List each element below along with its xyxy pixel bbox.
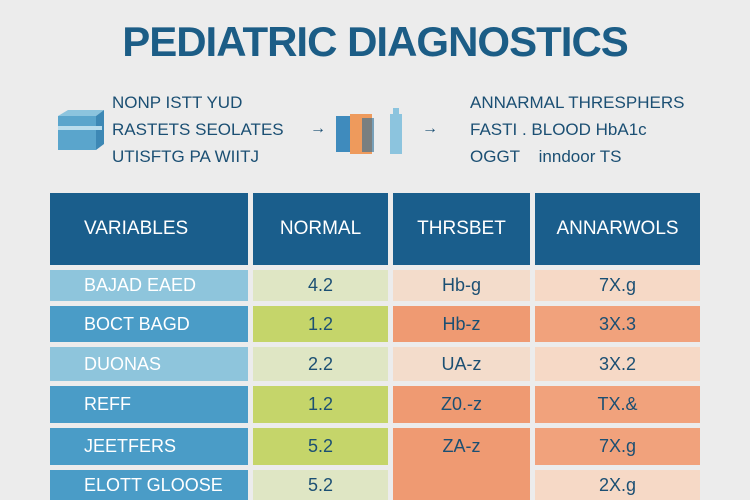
row-normal: 1.2	[253, 306, 388, 342]
row-normal: 4.2	[253, 270, 388, 301]
row-variable: REFF	[50, 386, 248, 423]
row-normal: 2.2	[253, 347, 388, 381]
row-abnormal: 7X.g	[535, 270, 700, 301]
row-variable: BOCT BAGD	[50, 306, 248, 342]
right-text-line: ANNARMAL THRESPHERS	[470, 93, 685, 112]
row-threshold: Hb-z	[393, 306, 530, 342]
right-text-line: FASTI . BLOOD HbA1c	[470, 120, 647, 139]
left-text-line: UTISFTG PA WIITJ	[112, 147, 260, 166]
row-abnormal: 3X.3	[535, 306, 700, 342]
left-text-line: RASTETS SEOLATES	[112, 120, 284, 139]
header-normal: NORMAL	[253, 193, 388, 265]
lab-samples-icon	[336, 108, 402, 154]
row-abnormal: 2X.g	[535, 470, 700, 500]
row-threshold: UA-z	[393, 347, 530, 381]
page-title: PEDIATRIC DIAGNOSTICS	[122, 18, 629, 65]
row-threshold: ZA-z	[393, 428, 530, 500]
row-normal: 5.2	[253, 428, 388, 465]
arrow-icon: →	[422, 120, 438, 137]
row-variable: BAJAD EAED	[50, 270, 248, 301]
row-normal: 5.2	[253, 470, 388, 500]
row-abnormal: 3X.2	[535, 347, 700, 381]
right-text-line: OGGT inndoor TS	[470, 147, 622, 166]
row-variable: DUONAS	[50, 347, 248, 381]
box-icon	[58, 110, 104, 150]
arrow-icon: →	[310, 120, 326, 137]
row-variable: ELOTT GLOOSE	[50, 470, 248, 500]
header-threshold: THRSBET	[393, 193, 530, 265]
left-text-line: NONP ISTT YUD	[112, 93, 243, 112]
row-variable: JEETFERS	[50, 428, 248, 465]
row-abnormal: TX.&	[535, 386, 700, 423]
row-normal: 1.2	[253, 386, 388, 423]
row-abnormal: 7X.g	[535, 428, 700, 465]
row-threshold: Hb-g	[393, 270, 530, 301]
row-threshold: Z0.-z	[393, 386, 530, 423]
header-abnormal: ANNARWOLS	[535, 193, 700, 265]
header-variables: VARIABLES	[50, 193, 248, 265]
